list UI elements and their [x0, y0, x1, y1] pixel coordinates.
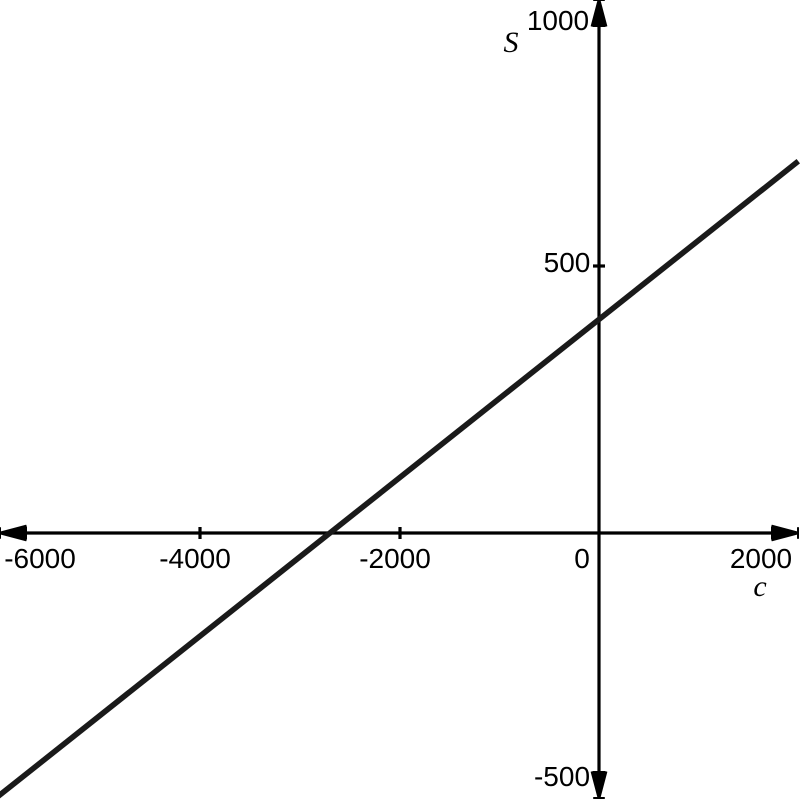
- svg-text:500: 500: [544, 247, 591, 278]
- svg-text:0: 0: [574, 543, 590, 574]
- svg-text:1000: 1000: [527, 5, 589, 36]
- svg-text:-2000: -2000: [359, 543, 431, 574]
- svg-text:c: c: [753, 570, 766, 603]
- svg-text:-500: -500: [534, 761, 590, 792]
- svg-text:-6000: -6000: [4, 543, 76, 574]
- svg-text:-4000: -4000: [159, 543, 231, 574]
- svg-text:S: S: [504, 26, 519, 59]
